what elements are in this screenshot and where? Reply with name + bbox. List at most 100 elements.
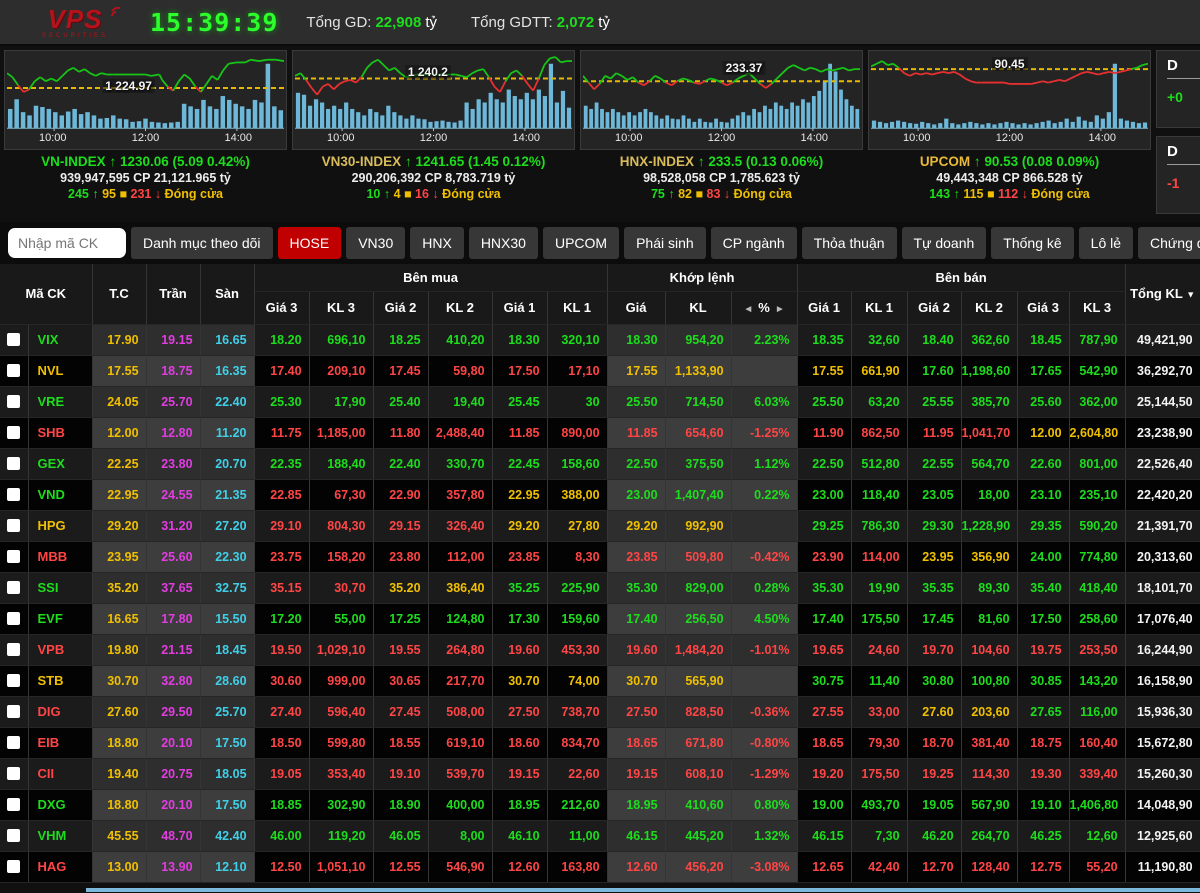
ticker-hpg[interactable]: HPG: [28, 510, 92, 541]
col-sell-k1[interactable]: KL 1: [851, 291, 907, 324]
row-checkbox-cell: [0, 696, 28, 727]
tab-hnx30[interactable]: HNX30: [469, 227, 538, 259]
price-cell: 302,90: [309, 789, 373, 820]
pct-next-arrow[interactable]: ►: [770, 304, 790, 315]
ticker-vnd[interactable]: VND: [28, 479, 92, 510]
row-checkbox[interactable]: [7, 736, 20, 749]
ticker-cii[interactable]: CII: [28, 758, 92, 789]
ticker-dig[interactable]: DIG: [28, 696, 92, 727]
row-checkbox[interactable]: [7, 705, 20, 718]
ticker-vix[interactable]: VIX: [28, 324, 92, 355]
ticker-dxg[interactable]: DXG: [28, 789, 92, 820]
col-sell-g2[interactable]: Giá 2: [907, 291, 961, 324]
tab-phai-sinh[interactable]: Phái sinh: [624, 227, 706, 259]
row-checkbox[interactable]: [7, 519, 20, 532]
tab-cp-nganh[interactable]: CP ngành: [711, 227, 797, 259]
row-checkbox[interactable]: [7, 550, 20, 563]
col-ceiling[interactable]: Trần: [146, 264, 200, 324]
table-row: MBB23.9525.6022.3023.75158,2023.80112,00…: [0, 541, 1200, 572]
tab-vn30[interactable]: VN30: [346, 227, 405, 259]
index-summary-line: 939,947,595 CP 21,121.965 tỷ: [4, 171, 287, 185]
col-sell-k3[interactable]: KL 3: [1069, 291, 1125, 324]
price-cell: 116,00: [1069, 696, 1125, 727]
tab-lo-le[interactable]: Lô lẻ: [1079, 227, 1133, 259]
row-checkbox[interactable]: [7, 829, 20, 842]
col-match-price[interactable]: Giá: [607, 291, 665, 324]
col-sell-g1[interactable]: Giá 1: [797, 291, 851, 324]
index-summary-vn30-index: VN30-INDEX ↑ 1241.65 (1.45 0.12%)290,206…: [292, 150, 575, 216]
tab-thoa-thuan[interactable]: Thỏa thuận: [802, 227, 897, 259]
row-checkbox[interactable]: [7, 860, 20, 873]
price-cell: 175,50: [851, 758, 907, 789]
price-cell: 18.25: [373, 324, 428, 355]
col-buy-k3[interactable]: KL 3: [309, 291, 373, 324]
ticker-ssi[interactable]: SSI: [28, 572, 92, 603]
row-checkbox[interactable]: [7, 426, 20, 439]
ticker-mbb[interactable]: MBB: [28, 541, 92, 572]
row-checkbox[interactable]: [7, 767, 20, 780]
row-checkbox[interactable]: [7, 643, 20, 656]
ticker-stb[interactable]: STB: [28, 665, 92, 696]
total-volume-cell: 12,925,60: [1125, 820, 1200, 851]
ticker-vhm[interactable]: VHM: [28, 820, 92, 851]
col-match-vol[interactable]: KL: [665, 291, 731, 324]
index-summary-line: VN30-INDEX ↑ 1241.65 (1.45 0.12%): [292, 154, 575, 169]
time-axis: 10:0012:0014:00: [869, 132, 1150, 148]
ticker-shb[interactable]: SHB: [28, 417, 92, 448]
row-checkbox[interactable]: [7, 581, 20, 594]
col-tc[interactable]: T.C: [92, 264, 146, 324]
price-cell: 18.30: [492, 324, 547, 355]
col-sell-g3[interactable]: Giá 3: [1017, 291, 1069, 324]
ticker-evf[interactable]: EVF: [28, 603, 92, 634]
ticker-hag[interactable]: HAG: [28, 851, 92, 882]
col-total-sort[interactable]: Tổng KL ▼: [1125, 264, 1200, 324]
row-checkbox[interactable]: [7, 457, 20, 470]
row-checkbox[interactable]: [7, 798, 20, 811]
price-cell: 264,70: [961, 820, 1017, 851]
tc-cell: 16.65: [92, 603, 146, 634]
ticker-nvl[interactable]: NVL: [28, 355, 92, 386]
col-sell-k2[interactable]: KL 2: [961, 291, 1017, 324]
tab-upcom[interactable]: UPCOM: [543, 227, 619, 259]
row-checkbox[interactable]: [7, 395, 20, 408]
col-buy-g3[interactable]: Giá 3: [254, 291, 309, 324]
tab-danh-muc-theo-doi[interactable]: Danh mục theo dõi: [131, 227, 273, 259]
ticker-vpb[interactable]: VPB: [28, 634, 92, 665]
pct-prev-arrow[interactable]: ◄: [738, 304, 758, 315]
card-value: +0: [1167, 89, 1200, 105]
ticker-vre[interactable]: VRE: [28, 386, 92, 417]
table-row: VPB19.8021.1518.4519.501,029,1019.55264,…: [0, 634, 1200, 665]
price-cell: 2,488,40: [428, 417, 492, 448]
price-cell: 67,30: [309, 479, 373, 510]
search-input[interactable]: [8, 228, 126, 258]
ticker-eib[interactable]: EIB: [28, 727, 92, 758]
price-cell: 786,30: [851, 510, 907, 541]
col-buy-k1[interactable]: KL 1: [547, 291, 607, 324]
tab-thong-ke[interactable]: Thống kê: [991, 227, 1073, 259]
index-charts-strip: 1 224.9710:0012:0014:00VN-INDEX ↑ 1230.0…: [0, 46, 1200, 222]
col-floor[interactable]: Sàn: [200, 264, 254, 324]
total-volume-cell: 25,144,50: [1125, 386, 1200, 417]
row-checkbox[interactable]: [7, 488, 20, 501]
horizontal-scrollbar[interactable]: [86, 888, 1200, 892]
tab-chung-quyen[interactable]: Chứng quyền: [1138, 227, 1200, 259]
price-cell: 46.15: [607, 820, 665, 851]
price-cell: 17.40: [254, 355, 309, 386]
col-buy-g1[interactable]: Giá 1: [492, 291, 547, 324]
col-ticker[interactable]: Mã CK: [0, 264, 92, 324]
col-buy-k2[interactable]: KL 2: [428, 291, 492, 324]
ticker-gex[interactable]: GEX: [28, 448, 92, 479]
tab-tu-doanh[interactable]: Tự doanh: [902, 227, 987, 259]
row-checkbox[interactable]: [7, 612, 20, 625]
col-buy-g2[interactable]: Giá 2: [373, 291, 428, 324]
price-cell: 19.00: [797, 789, 851, 820]
price-cell: 18.60: [492, 727, 547, 758]
price-cell: 29.10: [254, 510, 309, 541]
price-cell: 104,60: [961, 634, 1017, 665]
tab-hose[interactable]: HOSE: [278, 227, 342, 259]
row-checkbox[interactable]: [7, 364, 20, 377]
tc-cell: 22.95: [92, 479, 146, 510]
row-checkbox[interactable]: [7, 674, 20, 687]
row-checkbox[interactable]: [7, 333, 20, 346]
tab-hnx[interactable]: HNX: [410, 227, 464, 259]
